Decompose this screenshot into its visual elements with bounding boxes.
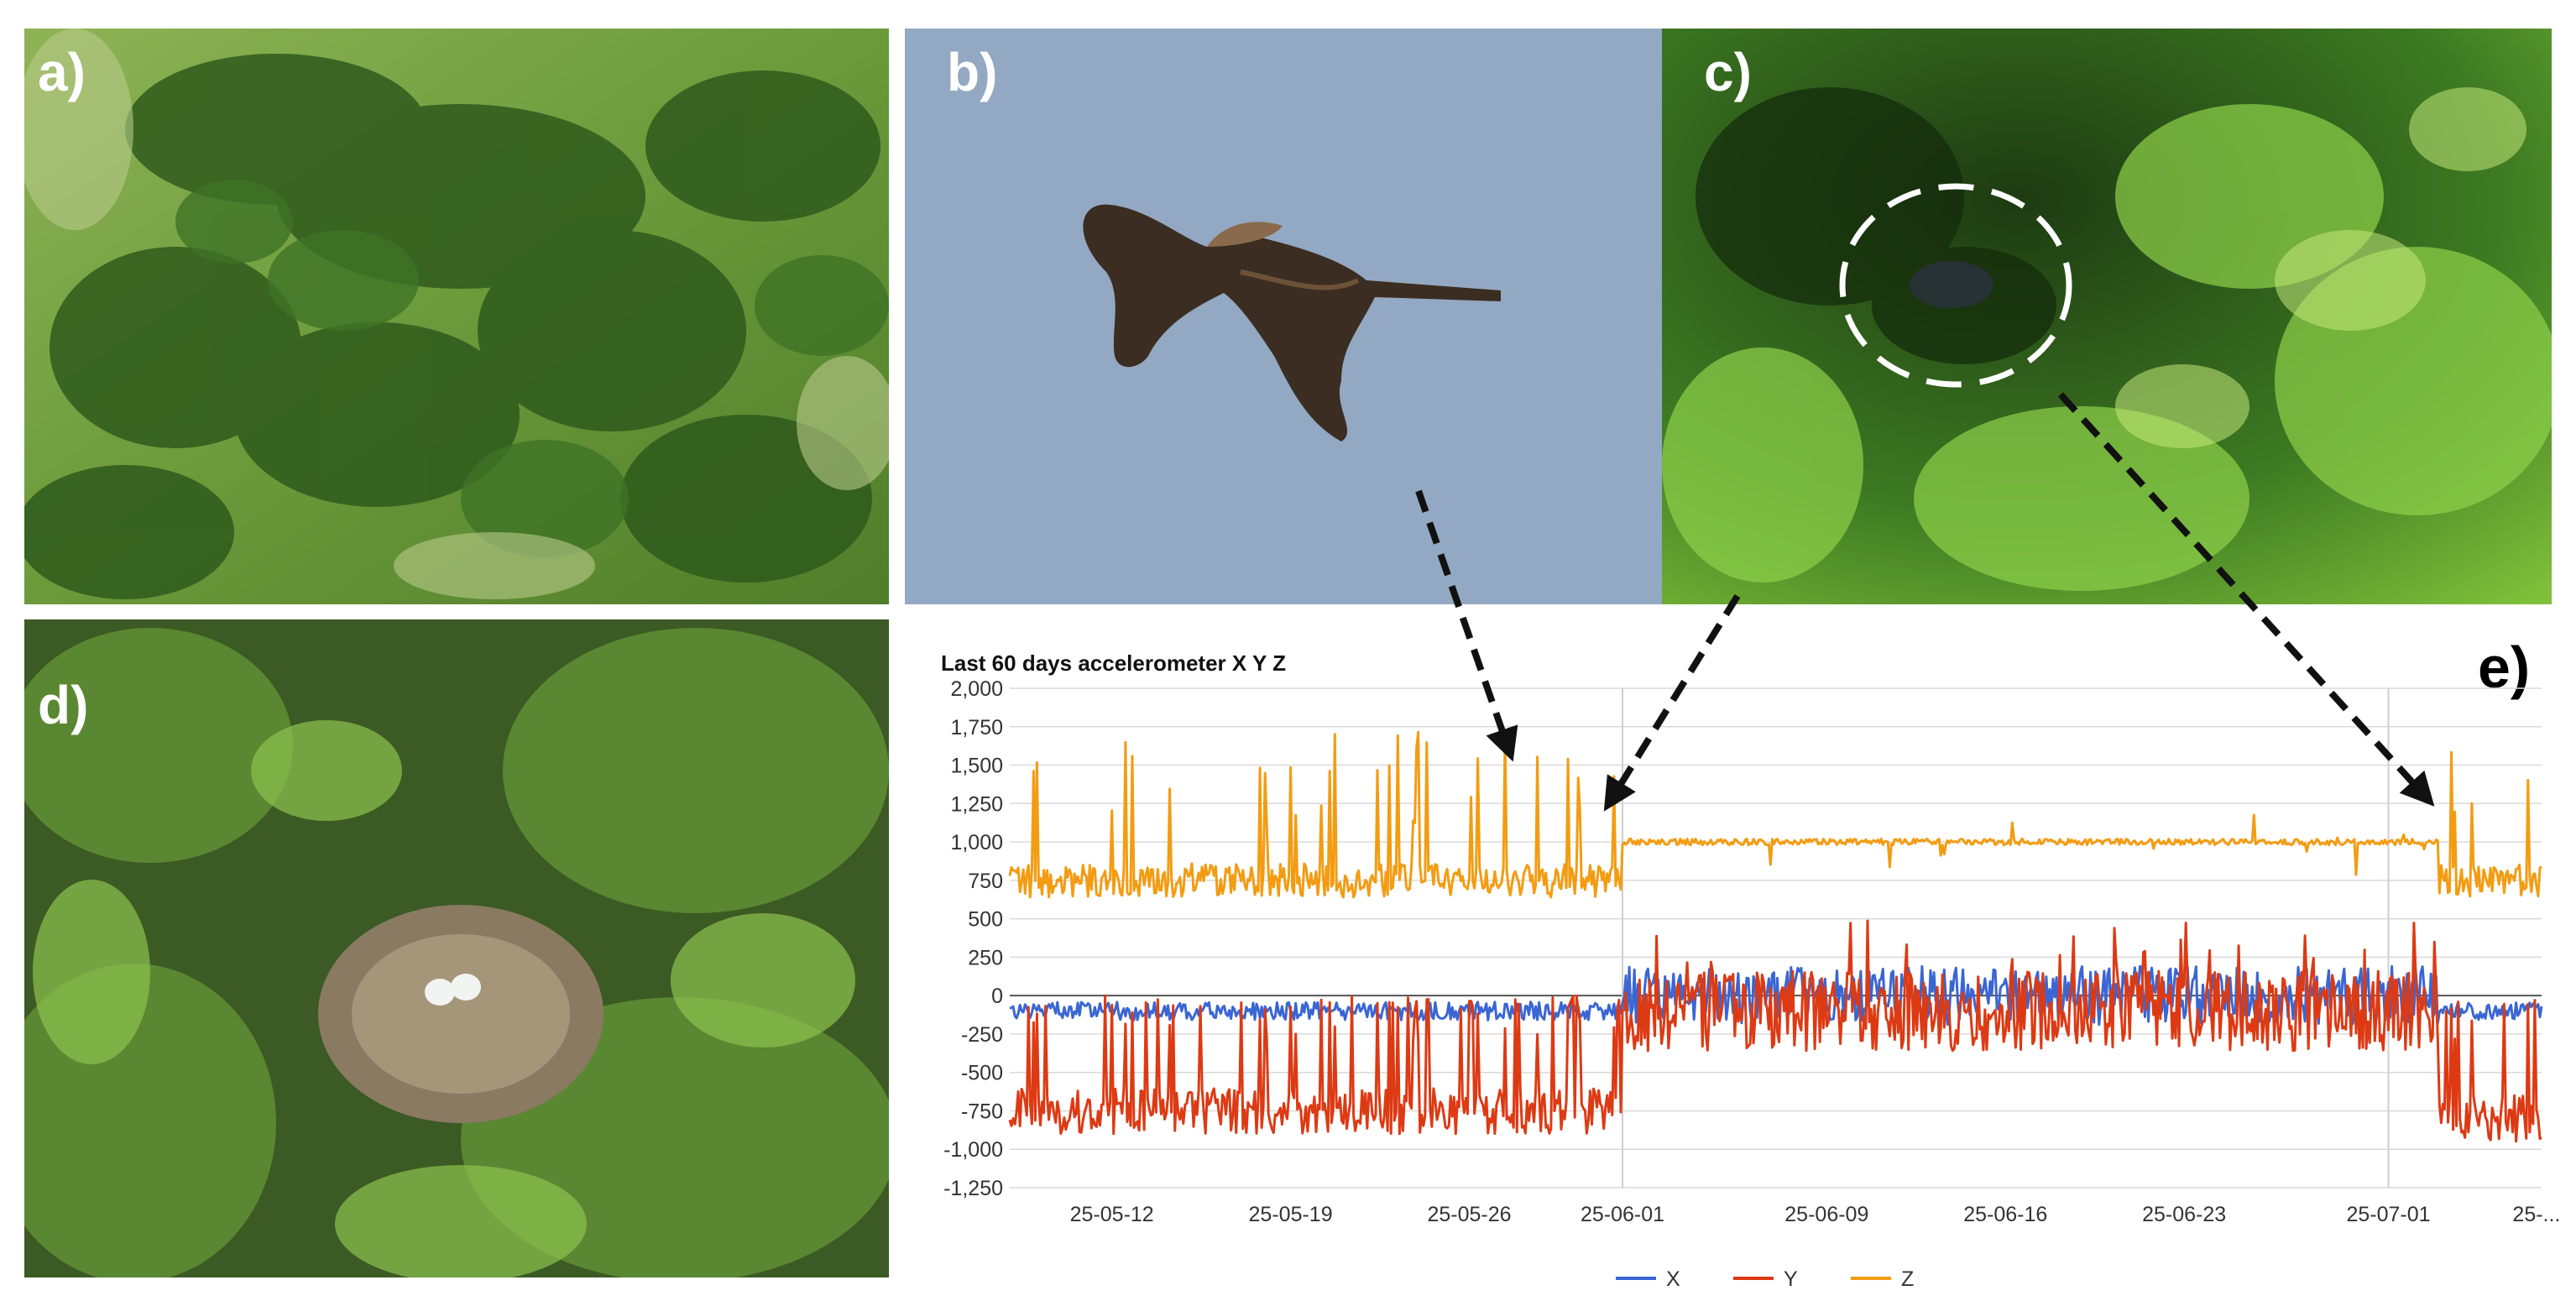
panel-label-e: e)	[2478, 635, 2531, 700]
y-tick-label: -1,250	[943, 1177, 1003, 1200]
y-tick-label: -1,000	[943, 1138, 1003, 1162]
raptor-silhouette	[1083, 204, 1501, 442]
photo-hillside-aerial: a)	[24, 29, 889, 604]
egg-1	[425, 979, 455, 1006]
ground-nest-image	[24, 619, 889, 1277]
legend-label-y: Y	[1784, 1267, 1798, 1291]
x-tick-label: 25-05-19	[1249, 1203, 1333, 1226]
x-tick-label: 25-06-09	[1784, 1203, 1868, 1226]
x-tick-label: 25-06-01	[1581, 1203, 1664, 1226]
y-tick-label: 1,000	[950, 831, 1003, 854]
x-axis-ticks: 25-05-12 25-05-19 25-05-26 25-06-01 25-06-09…	[1070, 1203, 2561, 1226]
x-tick-label: 25-06-23	[2142, 1203, 2226, 1226]
annotation-arrow-2	[1603, 593, 1741, 812]
y-tick-label: -250	[961, 1023, 1003, 1047]
y-tick-label: 2,000	[950, 677, 1003, 701]
raptor-image	[905, 29, 1662, 604]
y-tick-label: -500	[961, 1062, 1003, 1085]
x-tick-label: 25-06-16	[1963, 1203, 2047, 1226]
photo-raptor-flight: b)	[905, 29, 1662, 604]
chart-title: Last 60 days accelerometer X Y Z	[941, 650, 1286, 676]
y-axis-ticks: -1,250 -1,000 -750 -500 -250 0 250 500 750 1,000 1…	[943, 677, 1003, 1200]
egg-2	[451, 974, 481, 1001]
panel-label-a: a)	[38, 42, 86, 102]
x-tick-label: 25-05-26	[1427, 1203, 1511, 1226]
y-tick-label: 1,500	[950, 755, 1003, 778]
chart-grid	[1010, 687, 2542, 1189]
x-tick-label: 25-05-12	[1070, 1203, 1154, 1226]
shrub-image	[1662, 29, 2552, 604]
y-tick-label: 500	[968, 908, 1003, 932]
y-tick-label: 0	[991, 985, 1003, 1008]
photo-ground-nest: d)	[24, 619, 889, 1277]
hillside-image	[24, 29, 889, 604]
chart-series	[1008, 730, 2543, 1143]
y-tick-label: 1,250	[950, 792, 1003, 816]
nest-dark-shape	[1910, 261, 1993, 308]
annotation-arrows	[1415, 392, 2435, 812]
panel-label-b: b)	[947, 42, 998, 102]
panel-label-d: d)	[38, 675, 89, 735]
y-tick-label: 750	[968, 870, 1003, 893]
chart-legend: X Y Z	[1616, 1267, 1914, 1291]
series-line-y	[1008, 919, 2542, 1143]
y-tick-label: -750	[961, 1100, 1003, 1123]
legend-label-z: Z	[1901, 1267, 1914, 1291]
y-tick-label: 1,750	[950, 716, 1003, 739]
y-tick-label: 250	[968, 946, 1003, 969]
annotation-arrow-1	[1415, 489, 1518, 762]
photo-shrub-nest: c)	[1662, 29, 2552, 604]
annotation-arrow-3	[2058, 392, 2435, 807]
panel-label-c: c)	[1704, 42, 1752, 102]
legend-label-x: X	[1666, 1267, 1680, 1291]
x-tick-label: 25-07-01	[2346, 1203, 2430, 1226]
nest-highlight-circle	[1839, 183, 2072, 388]
series-line-z	[1008, 730, 2542, 899]
x-tick-label: 25-...	[2512, 1203, 2560, 1226]
